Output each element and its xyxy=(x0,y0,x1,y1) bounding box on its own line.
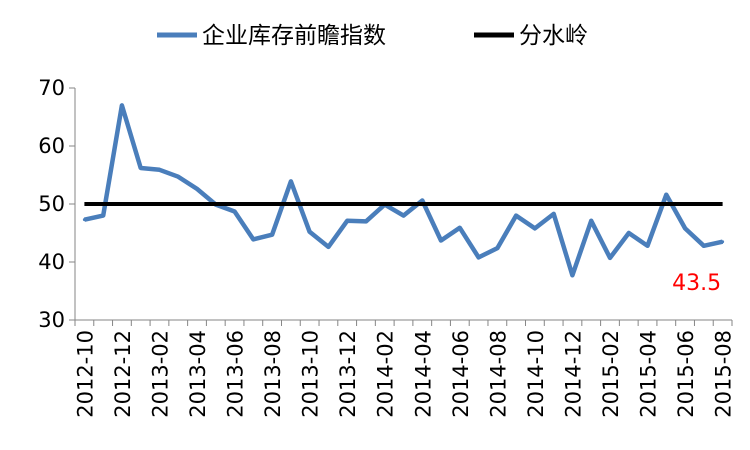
x-tick-label: 2014-06 xyxy=(449,330,473,418)
data-point xyxy=(514,214,518,218)
data-point xyxy=(157,168,161,172)
data-point xyxy=(608,256,612,260)
legend-label: 分水岭 xyxy=(519,23,588,49)
data-point xyxy=(120,103,124,107)
x-tick-label: 2012-12 xyxy=(111,330,135,418)
data-point xyxy=(308,230,312,234)
data-point xyxy=(364,219,368,223)
data-point xyxy=(495,246,499,250)
x-tick-label: 2014-04 xyxy=(411,330,435,418)
legend-label: 企业库存前瞻指数 xyxy=(202,23,386,49)
y-tick-label: 30 xyxy=(38,308,65,332)
legend: 企业库存前瞻指数 分水岭 xyxy=(157,23,588,49)
legend-item: 企业库存前瞻指数 xyxy=(157,23,386,49)
data-point xyxy=(570,273,574,277)
series-line-inventory-index xyxy=(83,103,724,278)
x-tick-label: 2013-02 xyxy=(148,330,172,418)
y-tick-label: 60 xyxy=(38,134,65,158)
data-point xyxy=(458,226,462,230)
x-tick-label: 2015-02 xyxy=(599,330,623,418)
data-point xyxy=(270,233,274,237)
data-point xyxy=(251,237,255,241)
data-point xyxy=(289,179,293,183)
data-point xyxy=(646,244,650,248)
data-point xyxy=(627,231,631,235)
x-tick-label: 2013-12 xyxy=(336,330,360,418)
plot-area: 43.5 xyxy=(82,103,725,296)
data-point xyxy=(477,255,481,259)
axes: 30 40 50 60 70 2012-10 2012-12 2013-02 2013-04 20… xyxy=(38,76,735,418)
x-tick-label: 2013-04 xyxy=(186,330,210,418)
last-value-label: 43.5 xyxy=(672,271,721,296)
data-point xyxy=(683,226,687,230)
x-tick-label: 2014-02 xyxy=(374,330,398,418)
data-point xyxy=(664,193,668,197)
data-point xyxy=(326,245,330,249)
y-tick-label: 50 xyxy=(38,192,65,216)
data-point xyxy=(233,210,237,214)
x-tick-label: 2015-04 xyxy=(637,330,661,418)
data-point xyxy=(420,199,424,203)
x-tick-label: 2013-06 xyxy=(224,330,248,418)
data-point xyxy=(439,239,443,243)
x-tick-label: 2014-08 xyxy=(486,330,510,418)
x-tick-label: 2013-10 xyxy=(299,330,323,418)
data-point xyxy=(176,175,180,179)
x-tick-label: 2014-12 xyxy=(561,330,585,418)
data-point xyxy=(721,240,725,244)
data-point xyxy=(82,218,86,222)
x-tick-label: 2015-08 xyxy=(712,330,736,418)
data-point xyxy=(101,214,105,218)
y-tick-label: 70 xyxy=(38,76,65,100)
x-tick-label: 2015-06 xyxy=(674,330,698,418)
data-point xyxy=(345,219,349,223)
data-point xyxy=(139,166,143,170)
x-tick-label: 2013-08 xyxy=(261,330,285,418)
x-tick-label: 2014-10 xyxy=(524,330,548,418)
data-point xyxy=(552,212,556,216)
data-point xyxy=(402,214,405,218)
data-point xyxy=(195,187,199,191)
data-point xyxy=(589,219,593,223)
data-point xyxy=(702,244,706,248)
x-tick-label: 2012-10 xyxy=(73,330,97,418)
legend-item: 分水岭 xyxy=(474,23,588,49)
y-tick-label: 40 xyxy=(38,250,65,274)
data-point xyxy=(533,226,537,230)
